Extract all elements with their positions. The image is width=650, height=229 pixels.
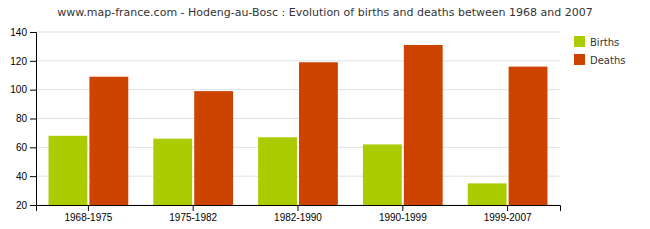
y-tick-mark (30, 176, 36, 177)
bar (363, 144, 402, 205)
y-tick: 20 (16, 200, 36, 211)
y-tick-label: 20 (16, 200, 28, 211)
y-tick-label: 40 (16, 171, 28, 182)
y-tick-mark (30, 205, 36, 206)
bars (49, 45, 548, 205)
x-tick-mark (507, 205, 508, 211)
bar (299, 62, 338, 205)
grid-line (36, 32, 560, 33)
y-tick: 60 (16, 142, 36, 153)
y-tick-mark (30, 90, 36, 91)
title: www.map-france.com - Hodeng-au-Bosc : Ev… (57, 6, 592, 19)
legend-swatch (574, 54, 585, 65)
legend-item: Deaths (574, 54, 625, 66)
legend-label: Deaths (590, 55, 625, 66)
chart: www.map-france.com - Hodeng-au-Bosc : Ev… (0, 0, 650, 229)
x-tick-label: 1982-1990 (274, 212, 322, 223)
x-tick: 1982-1990 (274, 205, 322, 223)
y-tick: 40 (16, 171, 36, 182)
bar (258, 137, 297, 205)
x-tick-mark (402, 205, 403, 211)
x-tick-label: 1968-1975 (64, 212, 112, 223)
legend: Births Deaths (574, 36, 625, 66)
y-tick: 140 (10, 27, 36, 38)
y-tick-label: 120 (10, 56, 27, 67)
bar (404, 45, 443, 205)
y-axis: 20 40 60 80 100 120 140 (10, 27, 36, 211)
x-tick: 1975-1982 (169, 205, 217, 223)
legend-label: Births (590, 37, 619, 48)
legend-item: Births (574, 36, 619, 48)
y-tick: 80 (16, 113, 36, 124)
x-tick: 1990-1999 (379, 205, 427, 223)
y-tick-label: 60 (16, 142, 28, 153)
x-tick-label: 1975-1982 (169, 212, 217, 223)
y-tick-label: 140 (10, 27, 27, 38)
y-tick-label: 80 (16, 113, 28, 124)
x-tick-mark (193, 205, 194, 211)
x-axis: 1968-1975 1975-1982 1982-1990 1990-1999 1999… (37, 205, 561, 223)
x-tick-mark (298, 205, 299, 211)
bar (509, 67, 548, 205)
x-tick-label: 1990-1999 (379, 212, 427, 223)
legend-swatch (574, 36, 585, 47)
plot: 20 40 60 80 100 120 140 1968-1975 1975-1982 1982-… (10, 27, 560, 229)
y-tick-mark (30, 61, 36, 62)
y-tick: 120 (10, 56, 36, 67)
grid-line (36, 60, 560, 61)
y-tick-mark (30, 32, 36, 33)
x-tick-mark (88, 205, 89, 211)
y-axis-line (30, 33, 37, 206)
bar (194, 91, 233, 205)
series (89, 45, 547, 205)
y-tick-mark (30, 119, 36, 120)
x-tick: 1999-2007 (484, 205, 532, 223)
y-tick-label: 100 (10, 84, 27, 95)
x-tick-label: 1999-2007 (484, 212, 532, 223)
bar (468, 183, 507, 205)
y-tick-mark (30, 147, 36, 148)
y-tick: 100 (10, 84, 36, 95)
bar (49, 136, 88, 205)
x-axis-line (37, 206, 561, 212)
bar (89, 77, 128, 205)
x-tick: 1968-1975 (64, 205, 112, 223)
bar (153, 139, 192, 205)
